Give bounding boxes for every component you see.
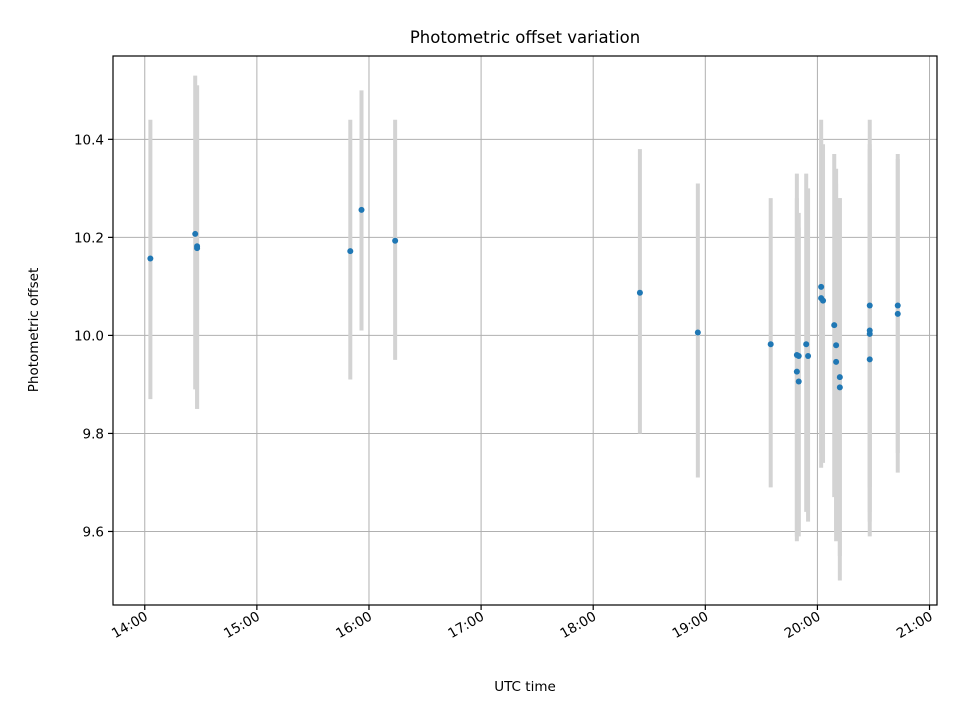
y-tick-label: 10.0 [74, 328, 104, 344]
point-layer [147, 206, 901, 391]
y-tick-label: 10.4 [74, 132, 104, 148]
data-point [833, 342, 840, 349]
data-point [358, 206, 365, 213]
data-point [894, 302, 901, 309]
y-tick-label: 9.8 [83, 426, 104, 442]
data-point [767, 341, 774, 348]
data-point [818, 283, 825, 290]
data-point [392, 237, 399, 244]
plot-frame [112, 55, 938, 606]
y-axis: 9.6 9.8 10.0 10.2 10.4 [74, 132, 113, 540]
data-point [836, 374, 843, 381]
chart-title: Photometric offset variation [410, 28, 640, 47]
y-axis-label: Photometric offset [26, 268, 42, 392]
data-point [795, 352, 802, 359]
data-point [347, 248, 354, 255]
data-point [833, 358, 840, 365]
data-point [795, 378, 802, 385]
y-tick-label: 10.2 [74, 230, 104, 246]
data-point [636, 289, 643, 296]
data-point [694, 329, 701, 336]
data-point [194, 245, 201, 252]
y-tick-label: 9.6 [83, 524, 104, 540]
data-point [803, 341, 810, 348]
data-point [192, 230, 199, 237]
data-point [866, 356, 873, 363]
data-point [866, 302, 873, 309]
data-point [866, 330, 873, 337]
data-point [147, 255, 154, 262]
data-point [805, 352, 812, 359]
data-point [894, 310, 901, 317]
data-point [820, 297, 827, 304]
data-point [836, 384, 843, 391]
data-point [793, 368, 800, 375]
x-axis-label: UTC time [494, 679, 556, 695]
data-point [831, 322, 838, 329]
